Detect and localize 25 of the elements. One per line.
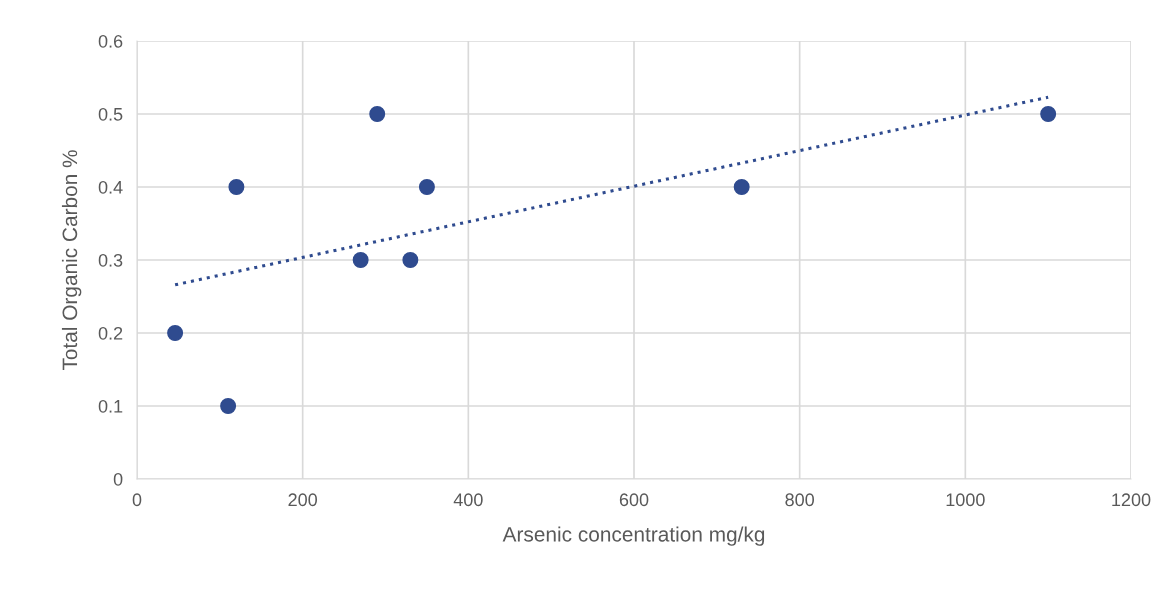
x-tick-label: 600 — [619, 493, 649, 507]
x-tick-label: 1200 — [1112, 493, 1151, 507]
x-tick-label: 0 — [132, 493, 142, 507]
x-tick-label: 400 — [453, 493, 483, 507]
point — [369, 106, 386, 122]
y-tick-label: 0.2 — [98, 326, 123, 340]
y-tick-label: 0.5 — [98, 107, 123, 121]
point — [402, 252, 419, 268]
point — [352, 252, 369, 268]
point — [220, 398, 237, 414]
x-tick-label: 1000 — [946, 493, 985, 507]
x-tick-label: 800 — [785, 493, 815, 507]
point — [228, 179, 245, 195]
y-tick-label: 0.1 — [98, 399, 123, 413]
point — [1040, 106, 1057, 122]
point — [733, 179, 750, 195]
y-axis-title: Total Organic Carbon % — [61, 150, 82, 371]
y-tick-label: 0 — [113, 472, 123, 486]
x-axis-title: Arsenic concentration mg/kg — [502, 526, 765, 546]
x-tick-label: 200 — [288, 493, 318, 507]
point — [167, 325, 184, 341]
y-tick-label: 0.4 — [98, 180, 123, 194]
y-tick-label: 0.6 — [98, 34, 123, 48]
point — [418, 179, 435, 195]
y-tick-label: 0.3 — [98, 253, 123, 267]
